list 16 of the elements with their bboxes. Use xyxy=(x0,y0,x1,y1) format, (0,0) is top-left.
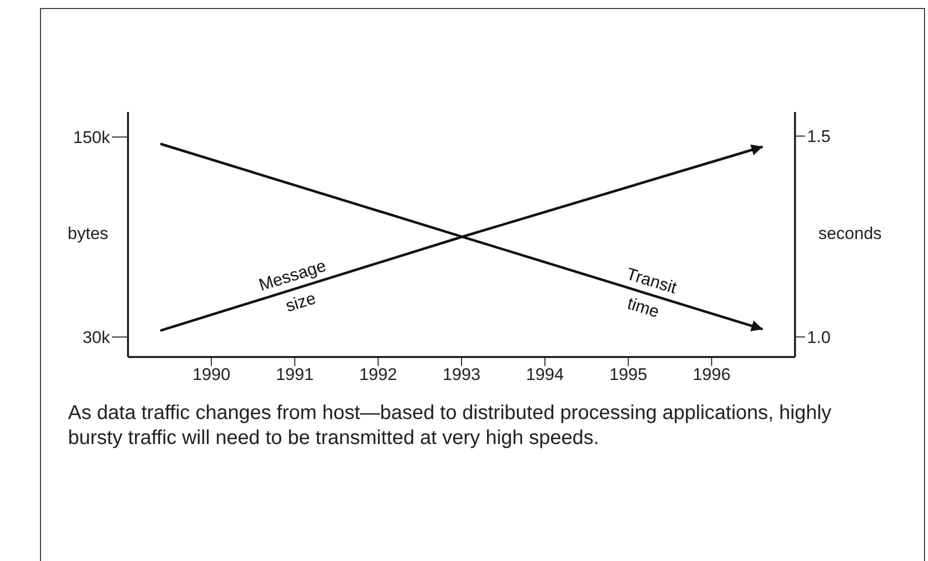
y-tick-label: 30k xyxy=(82,328,110,348)
x-tick-label: 1996 xyxy=(692,365,731,384)
x-tick-label: 1995 xyxy=(609,365,648,384)
y-tick-label: 150k xyxy=(73,128,110,148)
x-tick-label: 1991 xyxy=(276,365,314,384)
text: Message size xyxy=(256,256,328,316)
text: Transit time xyxy=(624,264,680,322)
y2-tick-label: 1.0 xyxy=(807,328,831,347)
y-axis-title: bytes xyxy=(68,224,108,243)
x-tick-label: 1990 xyxy=(192,365,230,384)
text: As data traffic changes from host—based to distributed processing applications, highly bursty traffic will need to be transmitted at very high speeds. xyxy=(68,401,832,451)
x-tick-label: 1992 xyxy=(359,365,398,384)
x-tick-label: 1994 xyxy=(526,365,564,384)
y2-axis-title: seconds xyxy=(818,224,882,243)
y2-tick-label: 1.5 xyxy=(807,127,831,146)
x-tick-label: 1993 xyxy=(442,365,480,384)
